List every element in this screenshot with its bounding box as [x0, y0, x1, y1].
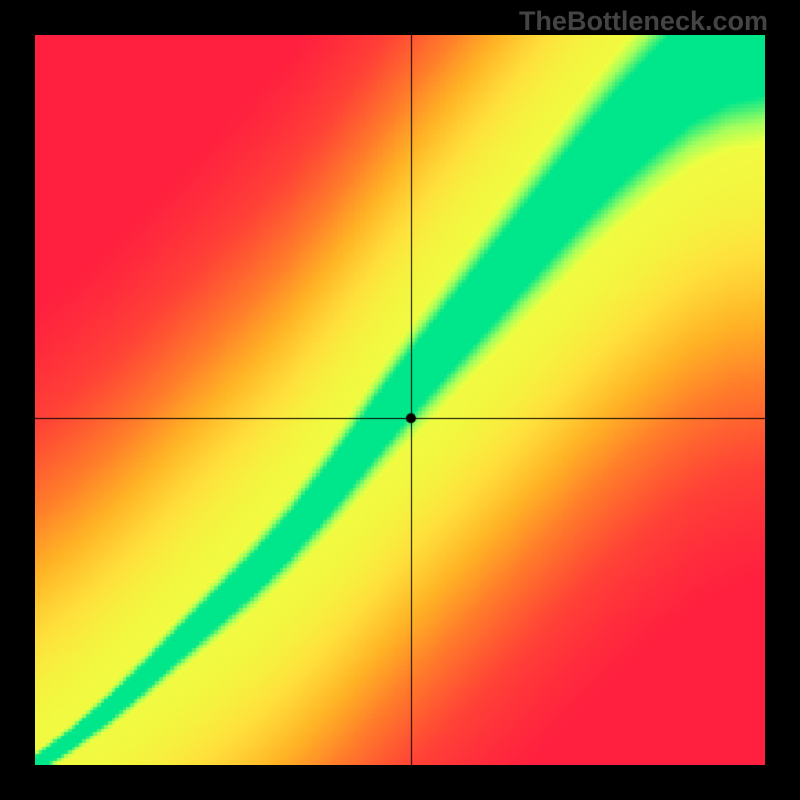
watermark-text: TheBottleneck.com [519, 6, 768, 37]
crosshair-overlay [35, 35, 765, 765]
chart-container: { "canvas": { "width": 800, "height": 80… [0, 0, 800, 800]
